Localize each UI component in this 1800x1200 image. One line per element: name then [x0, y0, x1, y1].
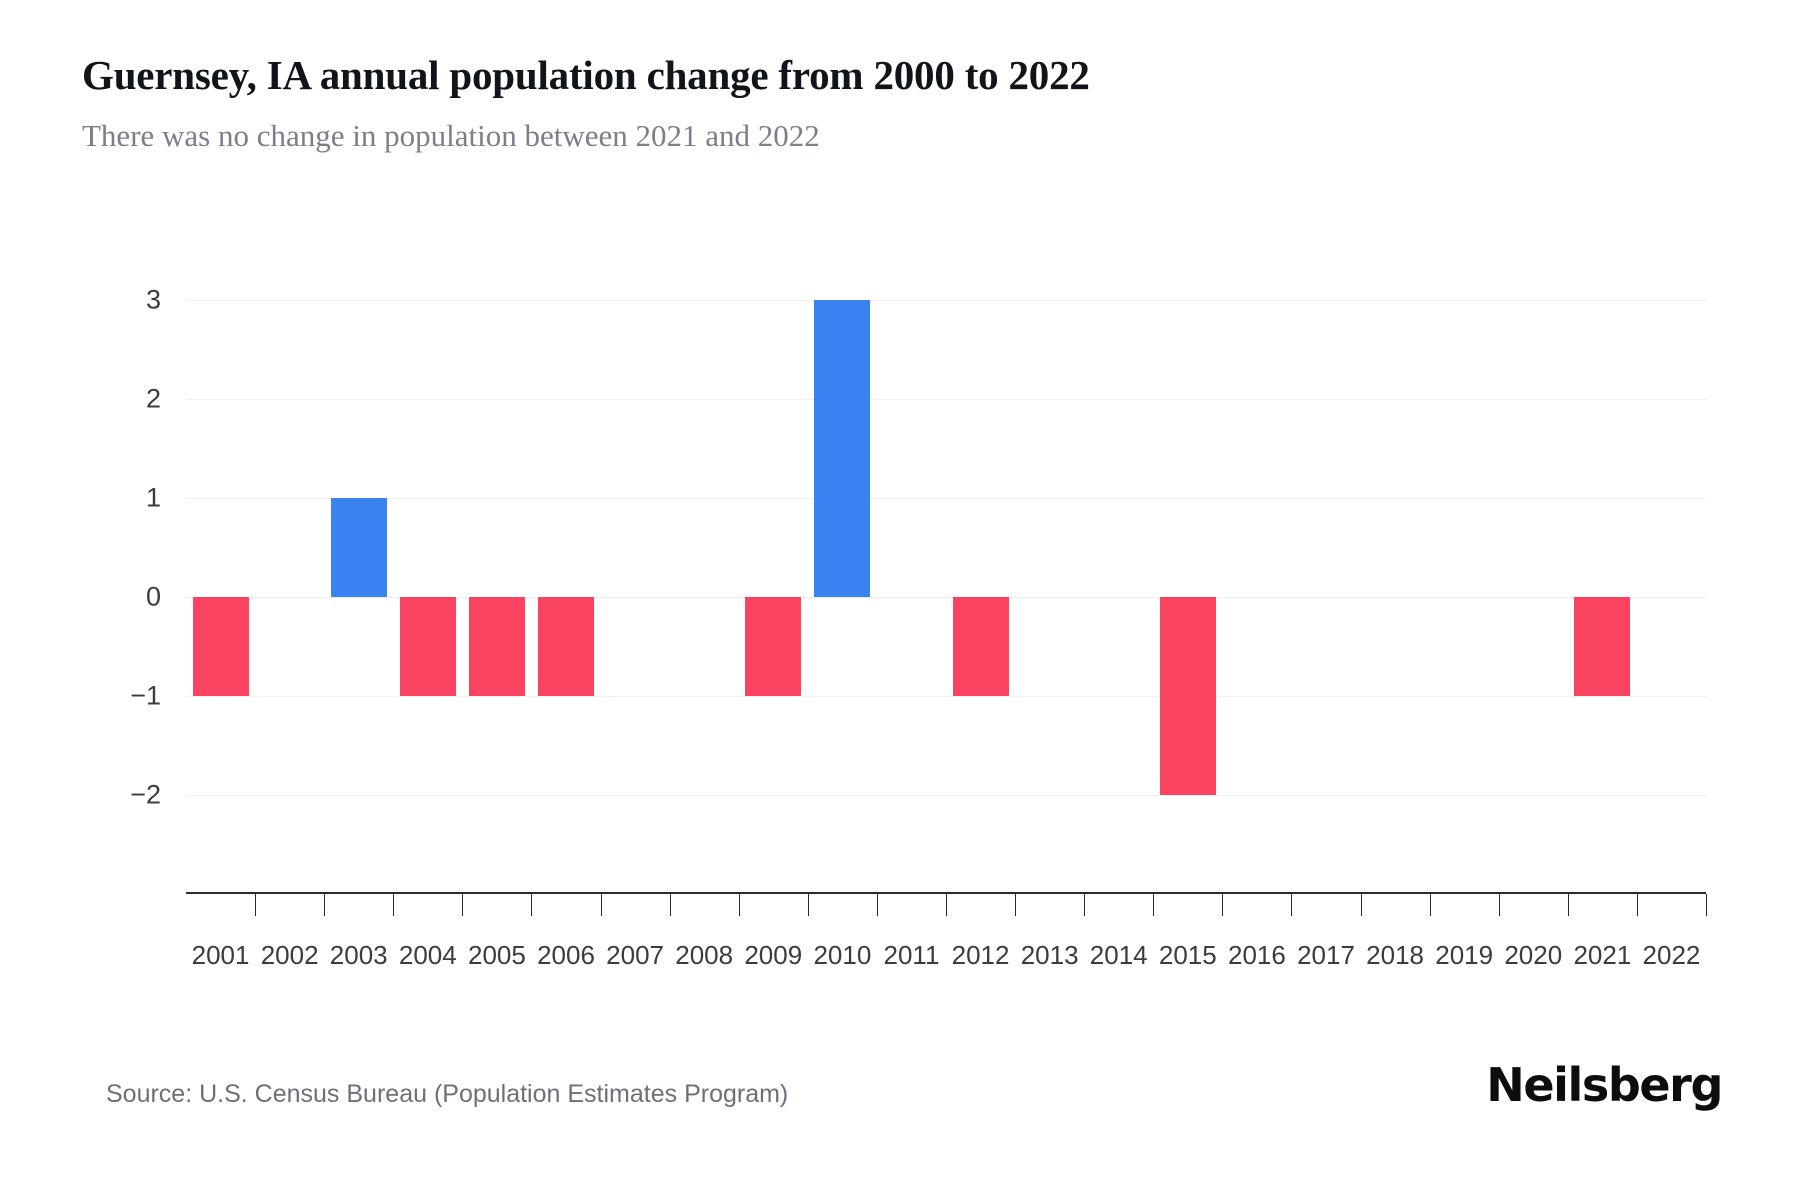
x-tick-label: 2017: [1297, 940, 1355, 970]
x-tick-label: 2018: [1366, 940, 1424, 970]
x-tick: [1706, 894, 1707, 916]
x-tick-label: 2014: [1089, 940, 1148, 970]
x-tick-label: 2010: [813, 940, 872, 970]
x-tick: [807, 894, 809, 916]
x-tick-label: 2008: [675, 940, 734, 970]
x-tick-label: 2001: [191, 940, 250, 970]
gridline-1: [186, 498, 1706, 499]
x-tick-label: 2022: [1642, 940, 1701, 970]
x-tick: [1636, 894, 1638, 916]
x-tick-label: 2021: [1573, 940, 1632, 970]
x-tick: [876, 894, 878, 916]
bar[interactable]: [399, 597, 456, 696]
x-tick: [1084, 894, 1086, 916]
gridline-2: [186, 399, 1706, 400]
x-tick-label: 2004: [398, 940, 457, 970]
neilsberg-logo: Neilsberg: [1486, 1058, 1723, 1112]
x-tick: [946, 894, 947, 916]
gridline--2: [186, 795, 1706, 796]
bar[interactable]: [745, 597, 802, 696]
x-tick-label: 2015: [1158, 940, 1217, 970]
x-tick: [531, 894, 533, 916]
y-tick-label: −2: [130, 779, 161, 810]
x-tick: [393, 894, 395, 916]
x-tick: [1429, 894, 1431, 916]
bar[interactable]: [538, 597, 594, 696]
x-tick: [600, 894, 602, 916]
x-tick-label: 2012: [951, 940, 1010, 970]
gridline-0: [186, 597, 1706, 598]
x-tick: [669, 894, 671, 916]
x-tick-label: 2002: [260, 940, 319, 970]
y-tick-label: 0: [145, 581, 161, 612]
bar[interactable]: [468, 597, 525, 696]
bar[interactable]: [192, 597, 249, 696]
x-tick-label: 2013: [1020, 940, 1079, 970]
bar[interactable]: [330, 498, 387, 597]
page-title: Guernsey, IA annual population change fr…: [82, 52, 1090, 98]
x-tick-label: 2007: [606, 940, 664, 970]
chart-header: Guernsey, IA annual population change fr…: [82, 52, 1722, 154]
bar[interactable]: [1574, 597, 1631, 696]
bar[interactable]: [952, 597, 1009, 696]
x-tick: [1360, 894, 1362, 916]
x-tick: [1222, 894, 1224, 916]
gridline-3: [186, 300, 1706, 301]
x-tick-label: 2011: [883, 940, 940, 970]
y-axis-labels: 3 2 1 0 −1 −2: [100, 285, 162, 810]
x-tick: [324, 894, 326, 916]
x-tick: [1291, 894, 1293, 916]
bar[interactable]: [814, 300, 871, 597]
y-tick-label: 1: [145, 482, 161, 513]
gridlines-group: [186, 300, 1706, 796]
x-tick-label: 2009: [744, 940, 803, 970]
x-tick-label: 2016: [1227, 940, 1286, 970]
gridline--1: [186, 696, 1706, 697]
bars-group: [186, 300, 1706, 795]
source-note: Source: U.S. Census Bureau (Population E…: [106, 1080, 789, 1108]
x-tick-label: 2003: [329, 940, 388, 970]
bar[interactable]: [1159, 597, 1216, 795]
x-tick: [462, 894, 464, 916]
x-tick: [1153, 894, 1155, 916]
x-tick: [738, 894, 740, 916]
x-tick-label: 2005: [467, 940, 526, 970]
x-tick-label: 2020: [1504, 940, 1563, 970]
chart-subtitle: There was no change in population betwee…: [82, 118, 820, 154]
y-tick-label: −1: [130, 680, 161, 711]
x-axis-line: [186, 892, 1706, 894]
x-tick-label: 2006: [537, 940, 595, 970]
x-tick: [1015, 894, 1017, 916]
y-tick-label: 3: [145, 284, 161, 315]
x-tick-label: 2019: [1435, 940, 1494, 970]
x-tick: [1498, 894, 1500, 916]
x-tick: [255, 894, 257, 916]
y-tick-label: 2: [145, 383, 161, 414]
x-tick: [1567, 894, 1569, 916]
